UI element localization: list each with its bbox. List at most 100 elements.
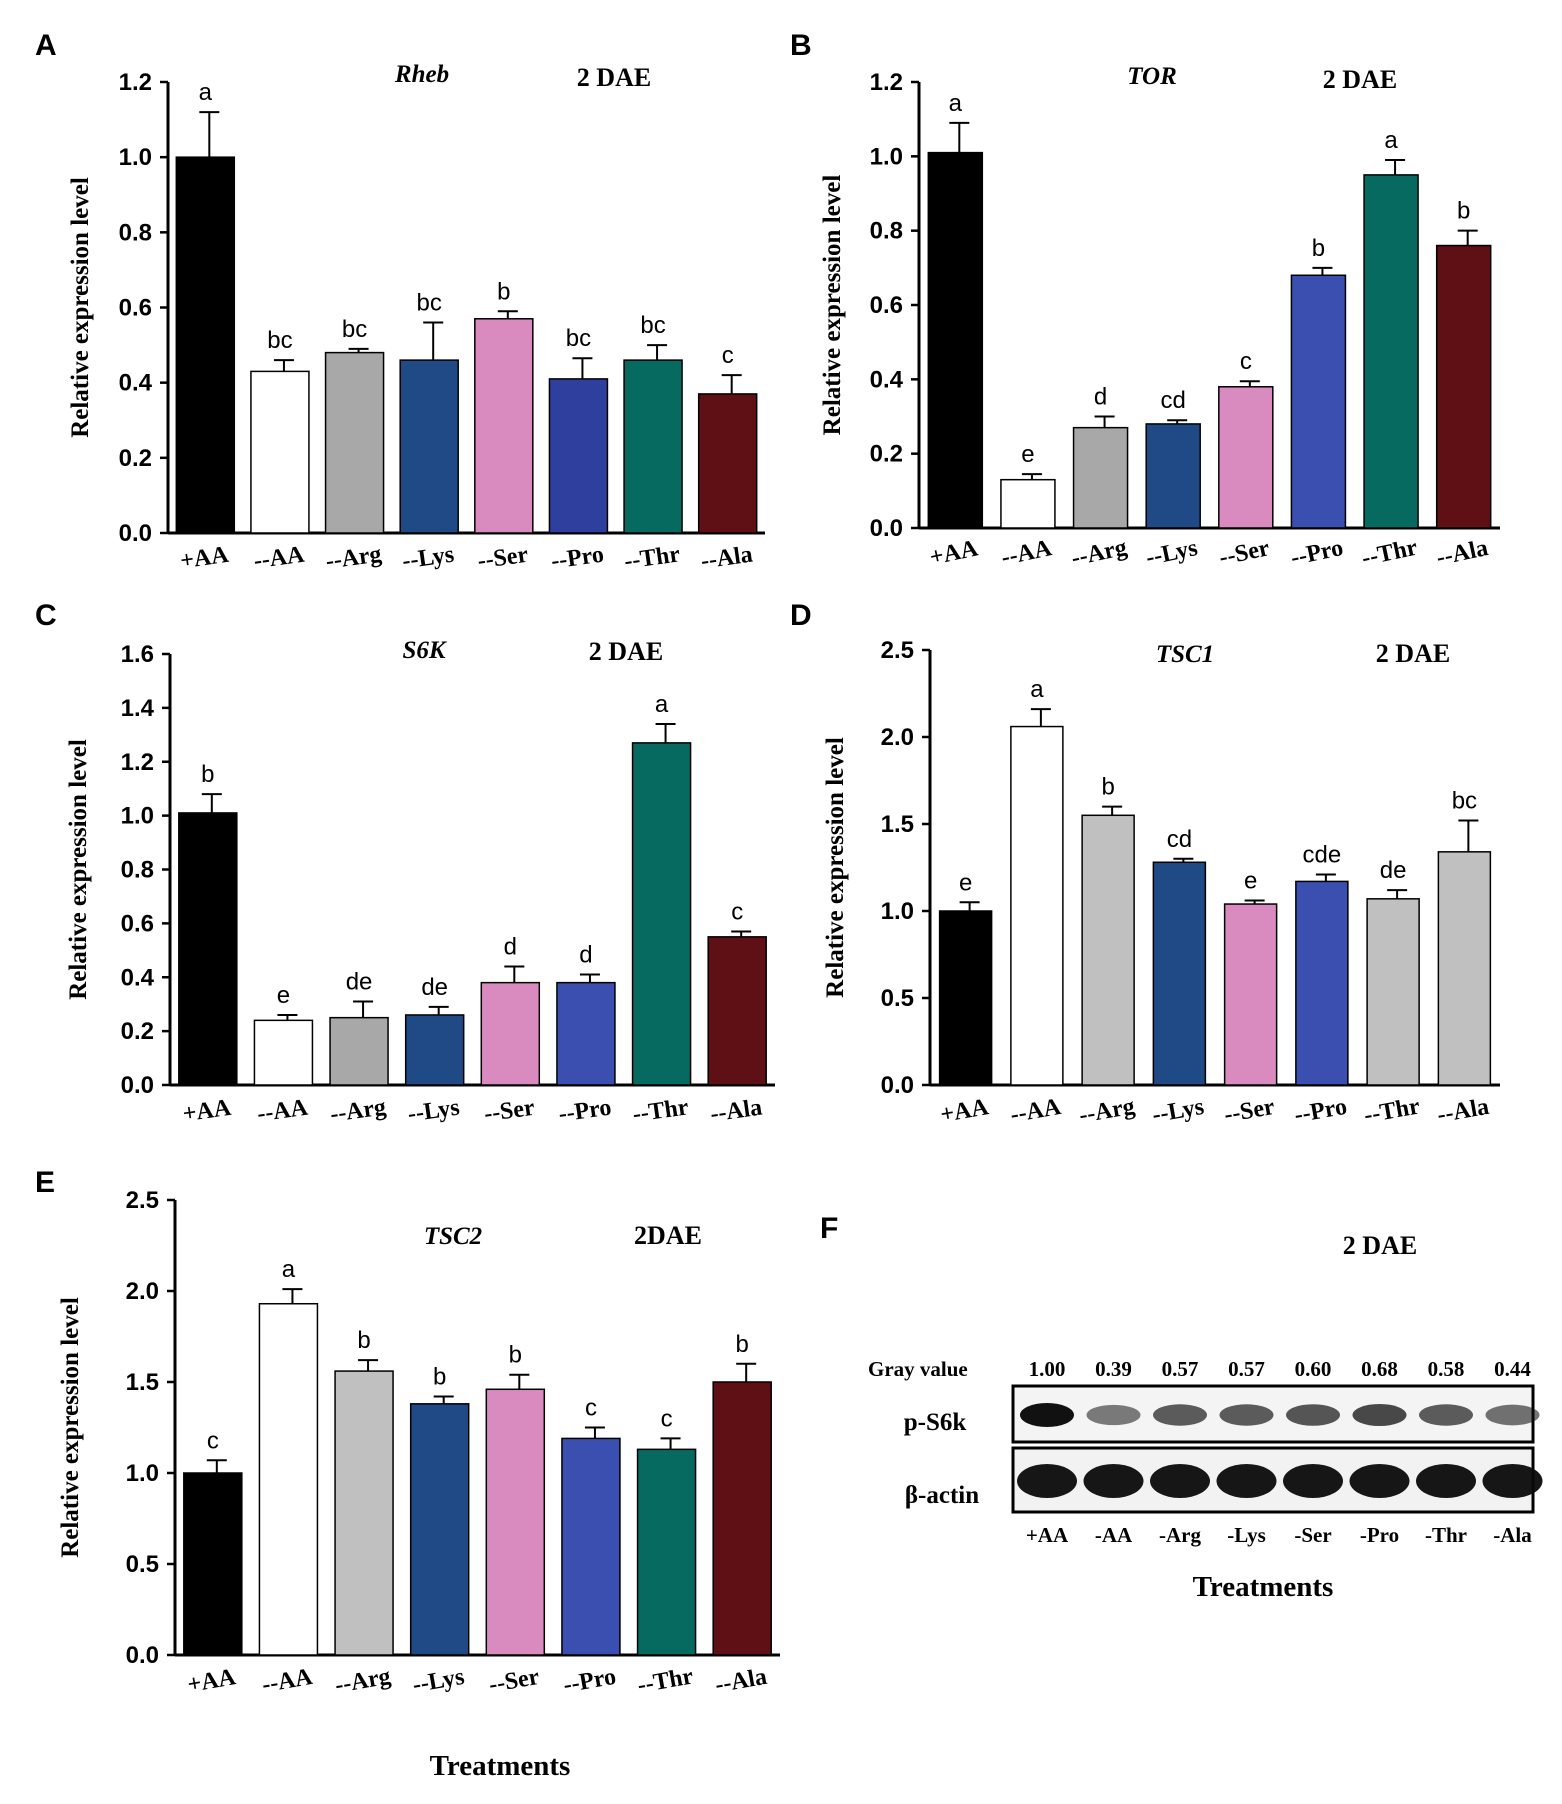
- band-beta-actin: [1017, 1464, 1077, 1498]
- category-label: --Pro: [549, 542, 605, 575]
- y-tick-label: 1.0: [870, 143, 903, 170]
- panel-letter: E: [35, 1166, 55, 1199]
- band-p-s6k: [1419, 1404, 1473, 1426]
- gene-name: Rheb: [394, 61, 449, 88]
- category-label: --Pro: [1292, 1094, 1349, 1129]
- y-tick-label: 0.0: [870, 515, 903, 542]
- gray-value: 0.68: [1361, 1357, 1398, 1381]
- day-label: 2 DAE: [1343, 1231, 1417, 1260]
- band-p-s6k: [1352, 1403, 1407, 1427]
- significance-letter: b: [736, 1331, 749, 1358]
- category-label: +AA: [179, 542, 231, 575]
- category-label: --Lys: [406, 1095, 461, 1128]
- bar-arg: [334, 1370, 394, 1656]
- category-label: +AA: [938, 1094, 991, 1128]
- y-tick-label: 0.6: [870, 292, 903, 319]
- y-tick-label: 0.8: [870, 218, 903, 245]
- significance-letter: a: [1384, 127, 1398, 154]
- bar-aa: [1000, 478, 1056, 529]
- y-tick-label: 0.0: [121, 1072, 154, 1099]
- category-label: --Ala: [713, 1664, 769, 1699]
- category-label: --Arg: [333, 1663, 393, 1698]
- category-label: --Lys: [1144, 535, 1200, 571]
- bar-pro: [548, 378, 609, 534]
- day-label: 2 DAE: [1376, 639, 1450, 668]
- band-beta-actin: [1283, 1464, 1343, 1498]
- y-tick-label: 1.0: [121, 803, 154, 830]
- gene-name: TOR: [1127, 63, 1177, 90]
- category-label: --Arg: [1077, 1093, 1137, 1128]
- bar-thr: [1366, 898, 1420, 1086]
- band-beta-actin: [1349, 1464, 1410, 1498]
- significance-letter: de: [421, 974, 448, 1001]
- significance-letter: b: [497, 278, 510, 305]
- gray-value-label: Gray value: [868, 1357, 968, 1381]
- panel-letter: D: [790, 599, 812, 632]
- y-tick-label: 0.2: [119, 445, 152, 472]
- y-tick-label: 0.0: [881, 1072, 914, 1099]
- significance-letter: e: [959, 869, 972, 896]
- significance-letter: c: [722, 342, 734, 369]
- bar-aa: [175, 156, 236, 534]
- y-tick-label: 1.0: [119, 144, 152, 171]
- bar-ala: [707, 936, 767, 1086]
- panel-E: E 0.0 0.5 1.0 1.5 2.0 2.5 Relative expression l…: [35, 1166, 780, 1782]
- bar-ala: [1435, 244, 1492, 529]
- y-tick-label: 0.8: [121, 857, 154, 884]
- category-label: --Ser: [1217, 535, 1272, 571]
- bar-thr: [631, 742, 692, 1086]
- significance-letter: b: [433, 1364, 446, 1391]
- lane-label: -Lys: [1227, 1523, 1266, 1547]
- significance-letter: de: [1380, 857, 1407, 884]
- category-label: --Pro: [557, 1095, 613, 1128]
- bar-ser: [474, 318, 534, 534]
- panel-F-blot: F 2 DAE Gray value 1.00 0.39 0.57 0.57 0.60 0.68…: [820, 1212, 1543, 1603]
- significance-letter: e: [1244, 868, 1257, 895]
- y-tick-label: 2.5: [881, 637, 914, 664]
- band-p-s6k: [1153, 1404, 1207, 1426]
- category-label: --Thr: [636, 1663, 696, 1698]
- gene-name: TSC2: [424, 1223, 482, 1250]
- band-p-s6k: [1020, 1403, 1074, 1427]
- category-label: +AA: [186, 1664, 239, 1698]
- y-tick-label: 0.8: [119, 219, 152, 246]
- y-axis-label: Relative expression level: [819, 175, 846, 436]
- y-tick-label: 1.4: [121, 695, 155, 722]
- significance-letter: b: [1312, 235, 1325, 262]
- y-tick-label: 0.4: [121, 964, 155, 991]
- gray-value: 0.58: [1428, 1357, 1465, 1381]
- category-label: --Arg: [1069, 535, 1129, 572]
- y-tick-label: 0.2: [121, 1018, 154, 1045]
- x-axis-title: Treatments: [430, 1750, 571, 1782]
- bar-ser: [1223, 903, 1278, 1086]
- bar-pro: [1295, 880, 1349, 1086]
- y-tick-label: 0.4: [870, 366, 904, 393]
- bar-lys: [1145, 423, 1201, 529]
- category-label: --Ser: [487, 1664, 542, 1698]
- bar-thr: [623, 359, 683, 534]
- category-label: --Ala: [699, 542, 754, 575]
- y-tick-label: 1.2: [119, 69, 152, 96]
- significance-letter: d: [1094, 384, 1107, 411]
- category-label: --Ser: [476, 542, 530, 575]
- bar-ser: [485, 1388, 546, 1656]
- significance-letter: c: [585, 1395, 597, 1422]
- day-label: 2 DAE: [1323, 65, 1397, 94]
- category-label: --Arg: [324, 541, 383, 575]
- band-beta-actin: [1482, 1464, 1543, 1498]
- category-label: --Arg: [329, 1094, 388, 1128]
- category-label: --Lys: [1150, 1094, 1206, 1129]
- y-tick-label: 2.0: [881, 724, 914, 751]
- significance-letter: b: [509, 1342, 522, 1369]
- significance-letter: a: [1030, 676, 1044, 703]
- bar-pro: [1290, 274, 1347, 529]
- category-label: --Ala: [1435, 1094, 1491, 1129]
- significance-letter: d: [504, 933, 517, 960]
- category-label: --AA: [252, 542, 306, 575]
- y-axis-label: Relative expression level: [822, 737, 849, 998]
- lane-label: -Ser: [1294, 1523, 1331, 1547]
- band-beta-actin: [1083, 1464, 1144, 1498]
- row-label-beta-actin: β-actin: [905, 1482, 979, 1509]
- y-tick-label: 0.2: [870, 441, 903, 468]
- significance-letter: a: [199, 79, 213, 106]
